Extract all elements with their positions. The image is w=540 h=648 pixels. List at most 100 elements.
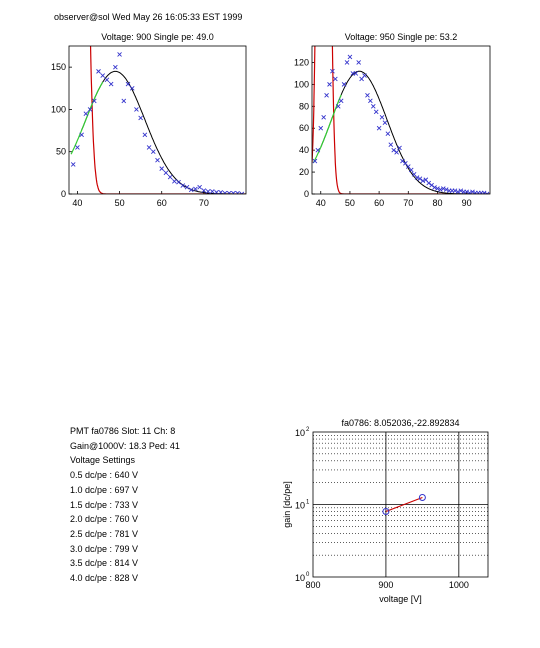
data-point: [121, 98, 127, 104]
data-point: [370, 103, 376, 109]
data-point: [443, 187, 449, 192]
x-tick-label: 40: [72, 198, 82, 208]
data-point: [368, 98, 373, 104]
data-point: [155, 157, 160, 163]
y-tick-label: 120: [294, 57, 309, 67]
data-point: [96, 69, 101, 74]
data-point: [117, 52, 122, 57]
data-point: [417, 176, 423, 181]
y-tick-label: 0: [304, 189, 309, 199]
voltage-setting-item: 2.0 dc/pe : 760 V: [70, 514, 139, 525]
data-point: [163, 170, 169, 176]
data-point: [484, 191, 490, 194]
data-point: [338, 98, 344, 104]
data-point: [391, 147, 397, 153]
data-point: [385, 131, 391, 137]
data-point: [100, 73, 106, 78]
voltage-setting-item: 1.5 dc/pe : 733 V: [70, 499, 139, 510]
y-tick-label: 20: [299, 167, 309, 177]
gain-point: [418, 493, 426, 501]
data-point: [353, 71, 359, 76]
data-point: [458, 188, 464, 194]
histogram-950v: Voltage: 950 Single pe: 53.2 40 50 60 70 80 90…: [294, 32, 491, 208]
data-point: [226, 190, 232, 194]
data-point: [312, 158, 318, 164]
data-point: [388, 142, 394, 147]
data-point: [201, 188, 207, 193]
data-point: [408, 167, 414, 173]
data-point: [394, 150, 399, 155]
x-tick-label: 60: [374, 198, 384, 208]
data-point: [129, 85, 135, 91]
data-point: [87, 107, 93, 112]
x-tick-label: 70: [403, 198, 413, 208]
data-point: [382, 120, 388, 126]
pmt-info-panel: PMT fa0786 Slot: 11 Ch: 8 Gain@1000V: 18…: [70, 424, 180, 586]
plot-area: [70, 46, 246, 194]
data-point: [108, 81, 114, 87]
data-point: [91, 98, 97, 104]
y-tick-label: 0: [61, 189, 66, 199]
x-tick-label: 1000: [449, 580, 469, 590]
onset-fit-segment: [312, 94, 342, 163]
y-tick-label: 60: [299, 123, 309, 133]
data-point: [356, 60, 362, 65]
voltage-setting-item: 0.5 dc/pe : 640 V: [70, 470, 139, 481]
x-tick-label: 800: [305, 580, 320, 590]
y-tick-label: 40: [299, 145, 309, 155]
data-point: [440, 186, 446, 191]
data-point: [159, 166, 165, 171]
data-point: [344, 60, 350, 65]
data-point: [324, 93, 329, 98]
data-point: [467, 190, 472, 194]
data-point: [481, 190, 487, 194]
plot-frame: [312, 431, 489, 578]
data-point: [321, 114, 326, 120]
x-tick-label: 60: [157, 198, 167, 208]
x-tick-label: 80: [432, 198, 442, 208]
data-point: [222, 190, 228, 194]
gaussian-fit-curve: [81, 70, 246, 194]
y-tick-label: 80: [299, 101, 309, 111]
data-point: [432, 185, 437, 190]
data-point: [209, 189, 215, 194]
data-point: [138, 115, 143, 121]
gain-ped-line: Gain@1000V: 18.3 Ped: 41: [70, 440, 180, 451]
data-point: [125, 81, 131, 87]
data-point: [379, 114, 385, 120]
data-point: [435, 186, 440, 191]
data-point: [193, 186, 198, 192]
data-point: [70, 162, 76, 167]
gain-line: [385, 496, 423, 513]
data-point: [113, 64, 118, 70]
x-tick-label: 900: [378, 580, 393, 590]
data-point: [373, 109, 379, 115]
y-tick-label: 150: [51, 62, 66, 72]
data-point: [205, 189, 211, 194]
x-tick-label: 50: [115, 198, 125, 208]
data-point: [438, 187, 443, 192]
data-point: [327, 82, 332, 87]
data-point: [231, 190, 236, 194]
gaussian-fit-curve: [320, 70, 490, 194]
plot-frame: [311, 45, 491, 195]
y-tick-label: 50: [56, 147, 66, 157]
data-point: [79, 132, 84, 138]
data-point: [397, 145, 402, 151]
data-point: [414, 175, 420, 180]
data-point: [464, 189, 469, 194]
y-axis-label: gain [dc/pe]: [282, 481, 292, 528]
voltage-setting-item: 4.0 dc/pe : 828 V: [70, 573, 139, 584]
page-header: observer@sol Wed May 26 16:05:33 EST 199…: [54, 12, 243, 22]
data-point: [188, 187, 194, 193]
y-tick-label: 10: [295, 501, 305, 511]
data-point: [335, 103, 341, 109]
chart-title: Voltage: 900 Single pe: 49.0: [101, 32, 214, 42]
x-tick-label: 70: [199, 198, 209, 208]
data-point: [452, 188, 458, 194]
voltage-setting-item: 3.0 dc/pe : 799 V: [70, 543, 139, 554]
data-point: [330, 68, 335, 74]
chart-title: fa0786: 8.052036,-22.892834: [341, 418, 459, 428]
gain-point: [382, 508, 390, 516]
data-point: [426, 180, 432, 186]
